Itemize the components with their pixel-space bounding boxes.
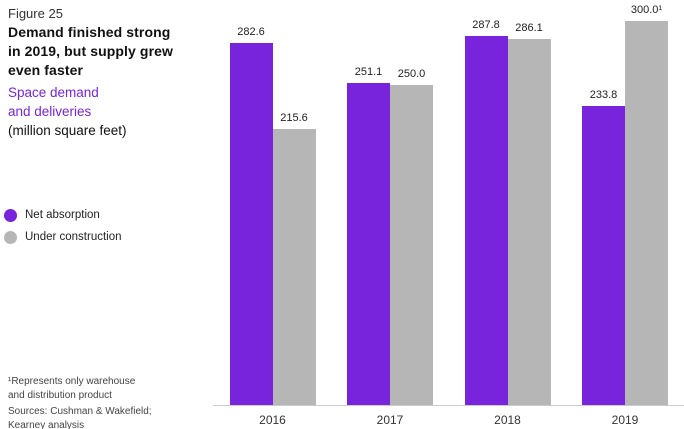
bar-value-label: 251.1 (354, 66, 383, 78)
chart-subtitle: Space demand and deliveries (8, 85, 99, 119)
footnote-sources: Sources: Cushman & Wakefield; Kearney an… (8, 406, 152, 429)
bar-net-absorption-2018 (464, 36, 508, 405)
legend-label: Net absorption (25, 209, 100, 221)
bar-under-construction-2019 (625, 21, 668, 405)
bar-net-absorption-2017 (347, 83, 390, 405)
x-axis-label: 2016 (259, 413, 286, 427)
chart-title: Demand finished strong in 2019, but supp… (8, 24, 173, 78)
bar-value-label: 282.6 (237, 26, 265, 38)
bar-under-construction-2018 (507, 39, 551, 405)
bar-under-construction-2016 (272, 129, 316, 405)
chart-unit-label: (million square feet) (8, 123, 127, 138)
bar-net-absorption-2016 (229, 43, 273, 405)
legend-item-net-absorption: Net absorption (4, 204, 122, 226)
bar-value-label: 233.8 (589, 89, 618, 101)
footnote: ¹Represents only warehouse and distribut… (8, 375, 152, 429)
legend-label: Under construction (25, 231, 122, 243)
chart-legend: Net absorption Under construction (4, 204, 122, 248)
bar-value-label: 250.0 (397, 68, 426, 80)
bar-value-label: 286.1 (515, 22, 543, 34)
x-axis-label: 2018 (494, 413, 521, 427)
under-construction-dot-icon (4, 230, 17, 244)
footnote-note: ¹Represents only warehouse and distribut… (8, 376, 136, 401)
x-axis-line (213, 405, 684, 406)
bar-value-label: 215.6 (280, 112, 308, 124)
subtitle-block: Space demand and deliveries (million squ… (8, 83, 127, 140)
bar-under-construction-2017 (390, 85, 433, 405)
net-absorption-dot-icon (4, 208, 17, 222)
bar-value-label: 287.8 (472, 19, 500, 31)
x-axis-label: 2019 (611, 413, 639, 427)
bar-value-label: 300.0¹ (630, 4, 663, 16)
x-axis-label: 2017 (376, 413, 404, 427)
legend-item-under-construction: Under construction (4, 226, 122, 248)
figure-label: Figure 25 (8, 6, 63, 21)
bar-net-absorption-2019 (582, 106, 625, 405)
